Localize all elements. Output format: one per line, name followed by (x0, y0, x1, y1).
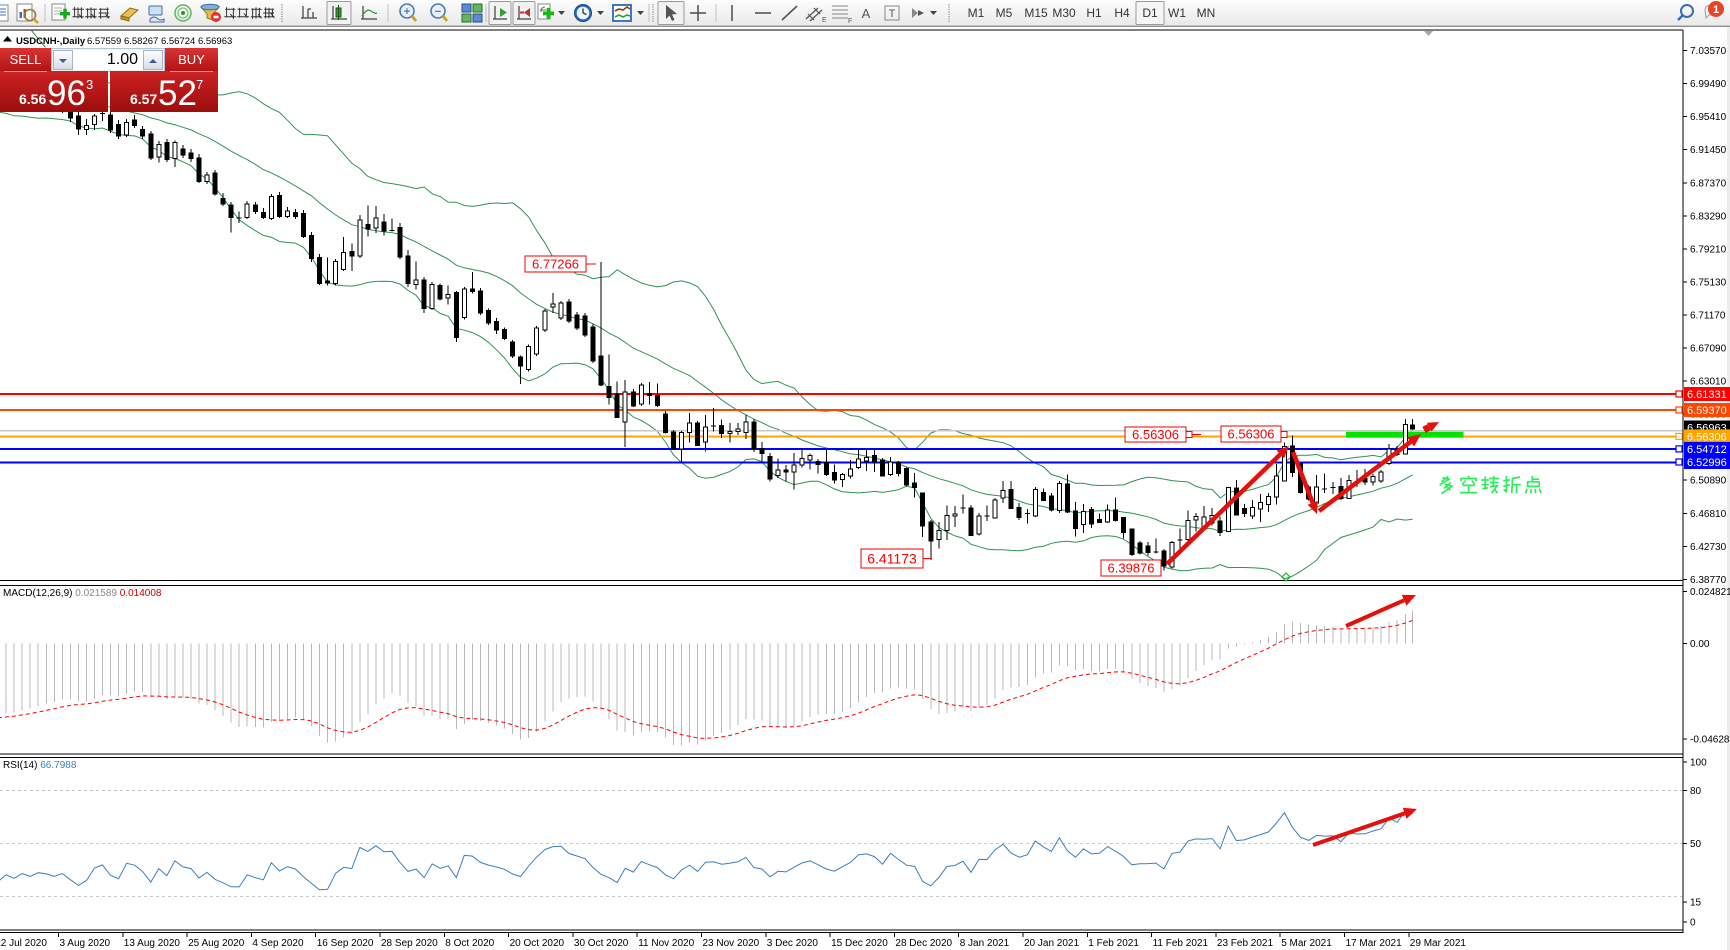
svg-text:6.75130: 6.75130 (1690, 277, 1727, 288)
svg-text:6.83290: 6.83290 (1690, 211, 1727, 222)
svg-text:1: 1 (1713, 4, 1719, 16)
svg-text:6.63010: 6.63010 (1690, 377, 1727, 388)
svg-text:1 Feb 2021: 1 Feb 2021 (1088, 938, 1139, 949)
svg-text:16 Sep 2020: 16 Sep 2020 (317, 938, 374, 949)
svg-text:M1: M1 (968, 6, 985, 20)
svg-text:3 Dec 2020: 3 Dec 2020 (767, 938, 819, 949)
svg-text:25 Aug 2020: 25 Aug 2020 (188, 938, 245, 949)
svg-text:11 Feb 2021: 11 Feb 2021 (1153, 938, 1209, 949)
svg-text:6.38770: 6.38770 (1690, 575, 1727, 586)
svg-text:28 Sep 2020: 28 Sep 2020 (381, 938, 438, 949)
svg-text:11 Nov 2020: 11 Nov 2020 (638, 938, 694, 949)
svg-text:+: + (404, 6, 410, 18)
svg-text:0: 0 (1690, 918, 1696, 929)
svg-text:M30: M30 (1052, 6, 1076, 20)
svg-text:20 Jan 2021: 20 Jan 2021 (1024, 938, 1079, 949)
svg-text:3 Aug 2020: 3 Aug 2020 (60, 938, 111, 949)
svg-text:MACD(12,26,9) 0.021589 0.01400: MACD(12,26,9) 0.021589 0.014008 (3, 588, 162, 599)
svg-text:MN: MN (1197, 6, 1216, 20)
svg-text:0.00: 0.00 (1690, 639, 1710, 650)
svg-text:6.59370: 6.59370 (1687, 405, 1727, 417)
svg-text:15 Dec 2020: 15 Dec 2020 (831, 938, 888, 949)
svg-text:100: 100 (1690, 758, 1707, 769)
svg-text:USDCNH-,Daily: USDCNH-,Daily (16, 36, 86, 47)
svg-text:6.61331: 6.61331 (1687, 389, 1727, 401)
svg-text:6.46810: 6.46810 (1690, 509, 1727, 520)
svg-text:H1: H1 (1086, 6, 1102, 20)
svg-text:8 Jan 2021: 8 Jan 2021 (960, 938, 1010, 949)
svg-text:6.50890: 6.50890 (1690, 476, 1727, 487)
svg-text:M15: M15 (1024, 6, 1048, 20)
svg-text:4 Sep 2020: 4 Sep 2020 (252, 938, 304, 949)
svg-text:6.52996: 6.52996 (1687, 457, 1727, 469)
svg-text:6.77266: 6.77266 (532, 257, 579, 272)
svg-text:-0.046282: -0.046282 (1690, 734, 1730, 745)
svg-text:6.57559 6.58267 6.56724 6.5696: 6.57559 6.58267 6.56724 6.56963 (87, 36, 232, 47)
svg-text:E: E (822, 17, 827, 24)
svg-text:D1: D1 (1142, 6, 1158, 20)
svg-text:6.42730: 6.42730 (1690, 542, 1727, 553)
svg-text:−: − (435, 6, 441, 18)
svg-text:22 Jul 2020: 22 Jul 2020 (0, 938, 47, 949)
svg-text:6.56306: 6.56306 (1132, 427, 1179, 442)
svg-text:6.56306: 6.56306 (1687, 431, 1727, 443)
svg-text:7.03570: 7.03570 (1690, 46, 1727, 57)
svg-text:8 Oct 2020: 8 Oct 2020 (445, 938, 494, 949)
svg-text:23 Feb 2021: 23 Feb 2021 (1217, 938, 1274, 949)
svg-text:6.54712: 6.54712 (1687, 444, 1727, 456)
svg-text:6.39876: 6.39876 (1108, 561, 1155, 576)
svg-text:29 Mar 2021: 29 Mar 2021 (1410, 938, 1467, 949)
svg-text:T: T (889, 8, 896, 20)
svg-text:50: 50 (1690, 839, 1702, 850)
svg-text:6.67090: 6.67090 (1690, 344, 1727, 355)
svg-text:A: A (862, 6, 871, 21)
svg-text:6.41173: 6.41173 (867, 551, 917, 567)
svg-text:M5: M5 (996, 6, 1013, 20)
svg-text:6.56306: 6.56306 (1228, 427, 1275, 442)
svg-text:6.71170: 6.71170 (1690, 311, 1726, 322)
svg-text:F: F (848, 18, 852, 25)
svg-text:30 Oct 2020: 30 Oct 2020 (574, 938, 629, 949)
svg-text:6.99490: 6.99490 (1690, 79, 1727, 90)
svg-text:23 Nov 2020: 23 Nov 2020 (703, 938, 760, 949)
svg-text:H4: H4 (1114, 6, 1130, 20)
svg-text:17 Mar 2021: 17 Mar 2021 (1346, 938, 1403, 949)
svg-text:RSI(14) 66.7988: RSI(14) 66.7988 (3, 760, 77, 771)
svg-text:6.79210: 6.79210 (1690, 244, 1727, 255)
svg-text:6.91450: 6.91450 (1690, 145, 1727, 156)
svg-text:28 Dec 2020: 28 Dec 2020 (895, 938, 952, 949)
svg-text:5 Mar 2021: 5 Mar 2021 (1281, 938, 1332, 949)
svg-text:80: 80 (1690, 786, 1702, 797)
svg-text:20 Oct 2020: 20 Oct 2020 (510, 938, 565, 949)
svg-text:W1: W1 (1168, 6, 1186, 20)
svg-text:0.024821: 0.024821 (1690, 587, 1730, 598)
svg-text:15: 15 (1690, 898, 1702, 909)
svg-text:13 Aug 2020: 13 Aug 2020 (124, 938, 181, 949)
svg-text:6.87370: 6.87370 (1690, 178, 1727, 189)
svg-text:6.95410: 6.95410 (1690, 112, 1727, 123)
